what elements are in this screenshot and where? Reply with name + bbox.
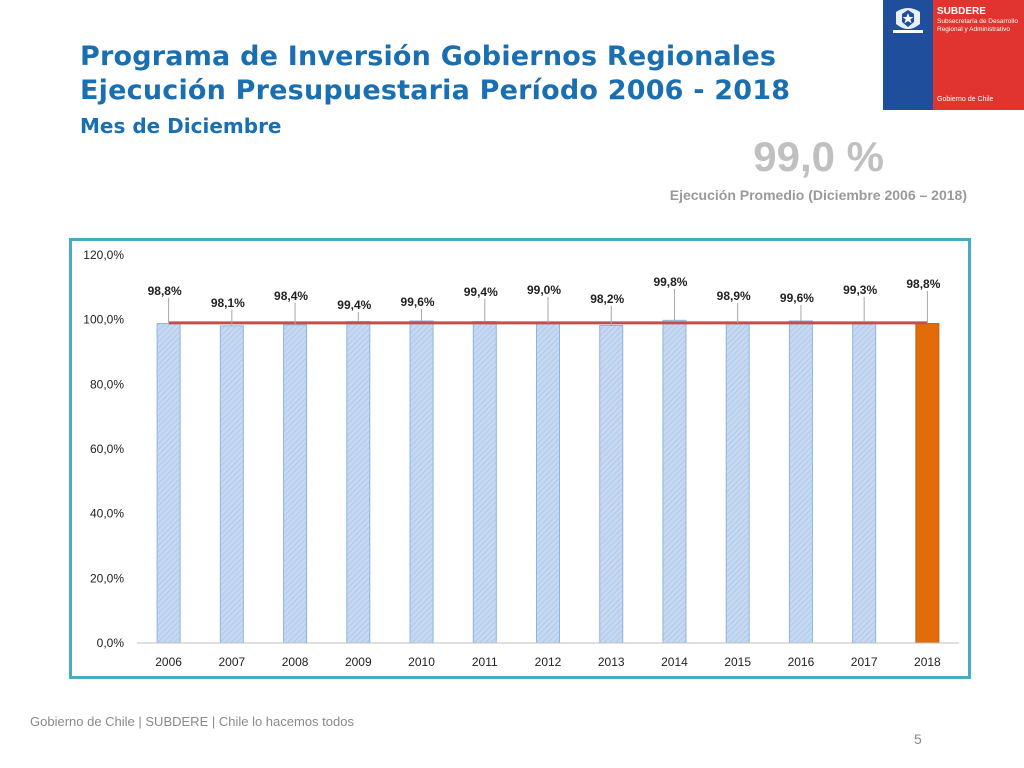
x-tick-label: 2010 [408,655,435,669]
bar-2018 [915,323,940,644]
logo-subtitle: Subsecretaría de Desarrollo Regional y A… [937,18,1018,33]
data-label: 98,8% [906,277,940,291]
bar-2006 [156,323,181,644]
data-label: 99,0% [527,283,561,297]
data-label: 99,8% [653,275,687,289]
bar-2012 [536,322,560,644]
page-subtitle: Mes de Diciembre [80,114,282,138]
title-line-1: Programa de Inversión Gobiernos Regional… [80,41,777,72]
x-tick-label: 2012 [535,655,562,669]
data-label: 99,3% [843,283,877,297]
x-tick-label: 2013 [598,655,625,669]
bar-2007 [219,325,244,644]
data-label: 99,4% [464,285,498,299]
logo-blue-panel [883,0,933,110]
data-label: 98,9% [717,289,751,303]
y-tick-label: 80,0% [90,377,124,391]
data-label: 98,1% [211,296,245,310]
y-tick-label: 20,0% [90,571,124,585]
logo-red-panel: SUBDERE Subsecretaría de Desarrollo Regi… [933,0,1024,110]
data-label: 99,6% [401,295,435,309]
x-tick-label: 2006 [155,655,182,669]
bar-2011 [472,321,497,644]
y-tick-label: 40,0% [90,507,124,521]
footer-text: Gobierno de Chile | SUBDERE | Chile lo h… [30,714,354,729]
y-axis: 0,0% 20,0% 40,0% 60,0% 80,0% 100,0% 120,0% [83,248,124,650]
x-tick-label: 2017 [851,655,878,669]
x-axis: 2006 2007 2008 2009 2010 2011 2012 2013 2014 2015… [137,642,959,669]
chart-container: 0,0% 20,0% 40,0% 60,0% 80,0% 100,0% 120,0% 98,… [69,238,971,679]
x-tick-label: 2015 [724,655,751,669]
data-labels: 98,8% 98,1% 98,4% 99,4% 99,6% 99,4% 99,0% 98,2%… [148,275,941,326]
y-tick-label: 100,0% [83,313,124,327]
y-tick-label: 60,0% [90,442,124,456]
data-label: 99,6% [780,291,814,305]
data-label: 98,4% [274,289,308,303]
average-label: Ejecución Promedio (Diciembre 2006 – 201… [669,187,967,203]
logo-footer: Gobierno de Chile [937,96,994,103]
bar-2008 [283,324,308,644]
bar-2017 [852,321,877,644]
x-tick-label: 2014 [661,655,688,669]
bar-chart: 0,0% 20,0% 40,0% 60,0% 80,0% 100,0% 120,0% 98,… [83,248,959,669]
bar-2015 [725,322,750,644]
bar-2016 [788,320,813,644]
page-title: Programa de Inversión Gobiernos Regional… [80,40,790,108]
data-label: 98,2% [590,292,624,306]
x-tick-label: 2011 [472,655,498,669]
bar-2009 [346,321,371,644]
x-tick-label: 2008 [282,655,309,669]
x-tick-label: 2016 [788,655,815,669]
average-value: 99,0 % [753,133,884,180]
bars [156,319,940,644]
y-tick-label: 0,0% [97,636,125,650]
bar-2010 [409,320,434,644]
x-tick-label: 2009 [345,655,372,669]
page-number: 5 [914,731,922,747]
y-tick-label: 120,0% [83,248,124,262]
x-tick-label: 2007 [218,655,245,669]
coat-of-arms-icon [893,8,923,33]
logo-title: SUBDERE [937,6,986,17]
data-label: 98,8% [148,284,182,298]
subdere-logo: SUBDERE Subsecretaría de Desarrollo Regi… [883,0,1024,110]
x-tick-label: 2018 [914,655,941,669]
data-label: 99,4% [337,298,371,312]
title-line-2: Ejecución Presupuestaria Período 2006 - … [80,75,791,106]
bar-2013 [599,324,624,644]
bar-2014 [662,319,687,644]
